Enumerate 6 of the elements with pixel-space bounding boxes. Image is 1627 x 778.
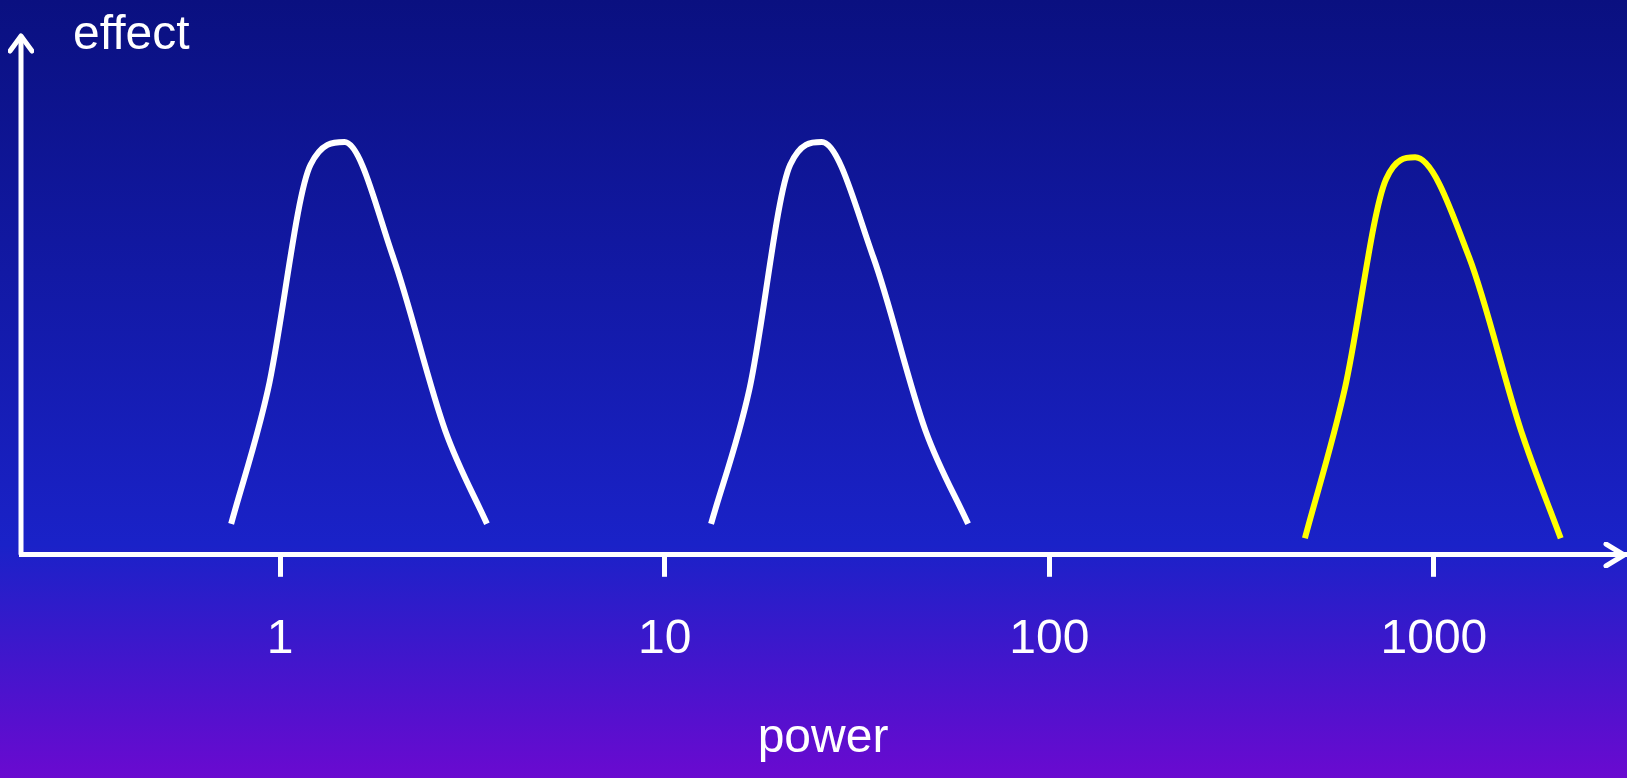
y-axis-title: effect (73, 6, 190, 60)
x-tick-label: 1 (266, 609, 294, 663)
x-tick-label: 10 (637, 609, 692, 663)
x-tick-label: 1000 (1380, 609, 1488, 663)
x-axis-title: power (757, 709, 889, 763)
x-tick-label: 100 (1009, 609, 1090, 663)
